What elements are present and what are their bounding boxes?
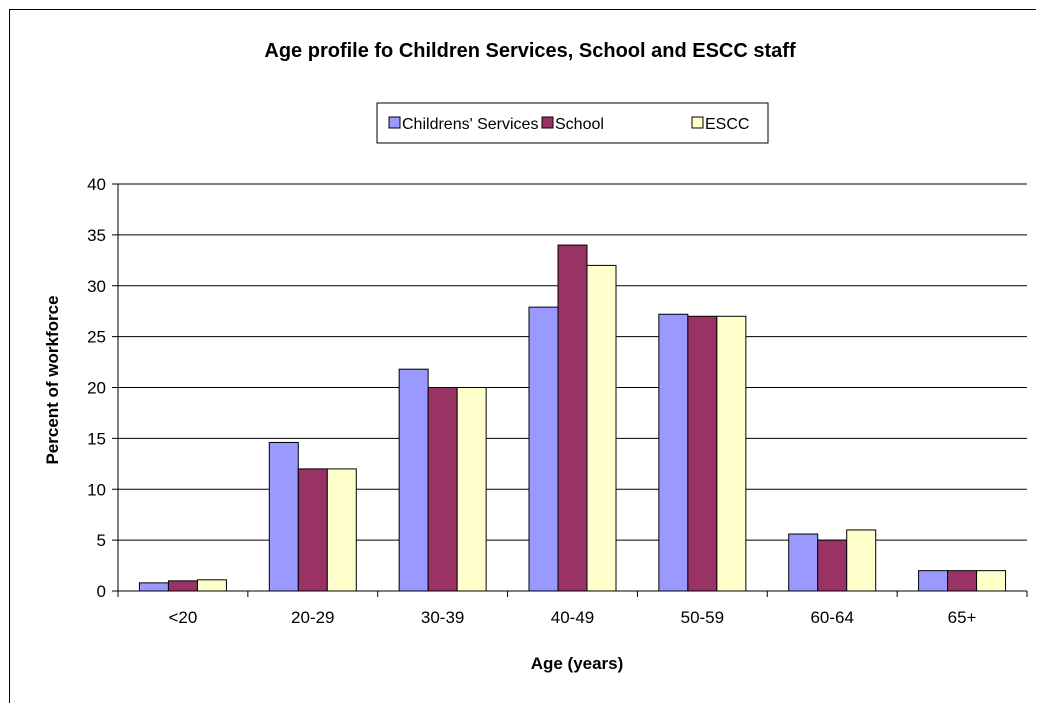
x-tick-label: 60-64 <box>810 608 853 627</box>
y-tick-label: 30 <box>87 277 106 296</box>
x-tick-label: 40-49 <box>551 608 594 627</box>
y-axis-title: Percent of workforce <box>43 295 62 464</box>
bars <box>138 244 1007 592</box>
x-tick-label: 65+ <box>948 608 977 627</box>
legend-swatch <box>541 116 554 129</box>
legend-label: Childrens' Services <box>402 116 538 133</box>
y-tick-label: 5 <box>97 531 106 550</box>
x-axis-title: Age (years) <box>531 654 624 673</box>
y-tick-label: 25 <box>87 328 106 347</box>
bar <box>528 306 559 592</box>
bar <box>427 387 458 592</box>
y-tick-label: 10 <box>87 480 106 499</box>
bar <box>196 579 227 592</box>
bar <box>456 387 487 592</box>
bar <box>167 580 198 592</box>
y-tick-label: 20 <box>87 379 106 398</box>
bar <box>716 315 747 592</box>
bar <box>268 441 299 592</box>
bar <box>846 529 877 592</box>
y-tick-label: 35 <box>87 226 106 245</box>
x-tick-label: 20-29 <box>291 608 334 627</box>
chart-title: Age profile fo Children Services, School… <box>264 40 796 62</box>
chart-frame <box>9 9 1036 703</box>
legend-swatch <box>691 116 704 129</box>
bar <box>297 468 328 592</box>
x-tick-label: 50-59 <box>681 608 724 627</box>
bar <box>918 570 949 592</box>
bar <box>976 570 1007 592</box>
y-tick-label: 0 <box>97 582 106 601</box>
legend: Childrens' Services School ESCC <box>376 102 769 144</box>
legend-label: ESCC <box>705 116 749 133</box>
x-axis-ticks: <20 20-29 30-39 40-49 50-59 60-64 65+ <box>117 591 1028 627</box>
y-tick-label: 15 <box>87 429 106 448</box>
bar <box>788 533 819 592</box>
legend-swatch <box>388 116 401 129</box>
bar <box>687 315 718 592</box>
y-tick-label: 40 <box>87 175 106 194</box>
bar <box>817 539 848 592</box>
bar <box>557 244 588 592</box>
legend-label: School <box>555 116 604 133</box>
bar <box>586 264 617 592</box>
bar <box>398 368 429 592</box>
bar <box>658 313 689 592</box>
x-tick-label: 30-39 <box>421 608 464 627</box>
bar <box>947 570 978 592</box>
bar <box>326 468 357 592</box>
y-axis-ticks: 0 5 10 15 20 25 30 35 40 <box>87 175 118 601</box>
bar <box>138 582 169 592</box>
x-tick-label: <20 <box>169 608 198 627</box>
